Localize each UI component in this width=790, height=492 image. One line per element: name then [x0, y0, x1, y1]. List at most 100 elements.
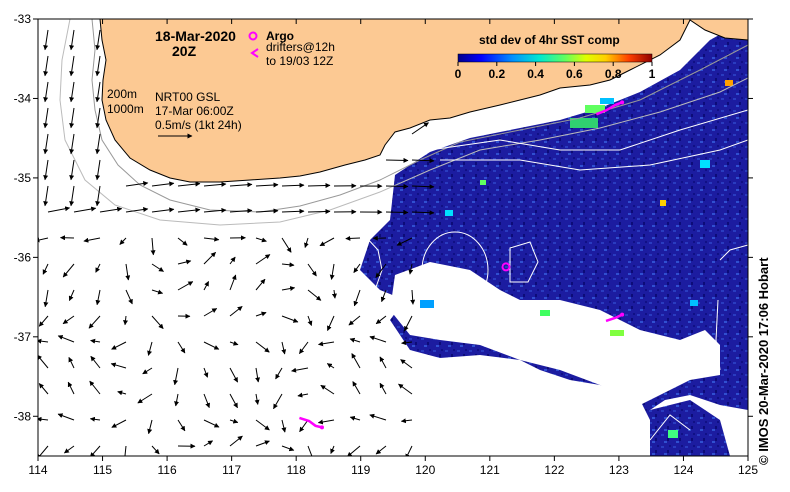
- current-vector: [298, 341, 309, 355]
- current-vector: [255, 440, 270, 447]
- current-vector: [69, 29, 75, 51]
- current-vector: [151, 181, 175, 187]
- current-vector: [346, 445, 361, 456]
- current-vector: [255, 182, 279, 188]
- current-vector: [95, 55, 101, 77]
- current-vector: [177, 237, 188, 246]
- current-vector: [95, 81, 101, 103]
- current-vector: [331, 289, 337, 299]
- current-vector: [57, 335, 75, 343]
- current-vector: [68, 289, 75, 302]
- current-vector: [42, 263, 49, 275]
- current-vector: [380, 289, 387, 303]
- current-vector: [281, 341, 287, 355]
- current-vector: [67, 381, 75, 395]
- current-vector: [38, 315, 49, 327]
- current-vector: [318, 341, 335, 347]
- current-vector: [400, 359, 413, 369]
- current-vector: [43, 55, 49, 77]
- latitude-axis: -33 -34 -35 -36 -37 -38: [14, 12, 753, 423]
- current-vector: [255, 254, 271, 265]
- ssh-contours: [364, 109, 748, 441]
- credit-text: © IMOS 20-Mar-2020 17:06 Hobart: [756, 257, 771, 465]
- current-vector: [369, 335, 387, 343]
- current-vector: [297, 392, 309, 398]
- drifter-tracks: [299, 100, 625, 430]
- current-vector: [369, 413, 387, 421]
- colorbar-tick-label: 0.8: [605, 67, 622, 81]
- current-vector: [99, 206, 123, 213]
- current-vector: [411, 122, 429, 135]
- lon-tick-label: 116: [158, 463, 177, 477]
- current-vector: [405, 445, 413, 456]
- current-vector: [125, 289, 133, 305]
- current-vector: [95, 263, 101, 273]
- current-vector: [142, 367, 153, 375]
- current-vector: [351, 353, 361, 369]
- current-vector: [229, 274, 237, 291]
- current-vector: [38, 338, 49, 344]
- current-vector: [203, 367, 209, 378]
- current-vector: [110, 362, 127, 369]
- current-vector: [349, 337, 361, 343]
- current-vector: [69, 81, 75, 103]
- current-vector: [83, 237, 101, 243]
- current-vector: [229, 182, 253, 188]
- current-vector: [151, 263, 164, 272]
- current-vector: [385, 157, 409, 163]
- drifter-position: [620, 100, 625, 105]
- lon-tick-label: 120: [415, 463, 435, 477]
- current-vector: [398, 383, 413, 395]
- current-vector: [255, 311, 267, 317]
- current-vector: [375, 445, 387, 455]
- colorbar: [457, 53, 653, 63]
- current-vector: [43, 133, 49, 155]
- colorbar-tick-label: 1: [649, 67, 656, 81]
- drifter-position: [620, 312, 625, 317]
- current-vector: [38, 416, 49, 422]
- current-vector: [203, 281, 210, 291]
- current-vector: [375, 315, 387, 325]
- current-vector: [174, 393, 180, 407]
- product-time-label: 17-Mar 06:00Z: [155, 104, 234, 118]
- current-vector: [229, 367, 239, 383]
- current-vector: [203, 393, 210, 409]
- current-vector: [327, 315, 335, 331]
- current-vector: [352, 381, 361, 395]
- current-vector: [408, 263, 414, 275]
- current-vector: [43, 107, 49, 129]
- contour-200m-label: 200m: [107, 87, 137, 101]
- argo-legend-label: Argo: [266, 29, 294, 43]
- current-vector: [281, 208, 305, 214]
- current-vector: [401, 340, 413, 346]
- current-vector: [348, 315, 361, 326]
- current-vector: [95, 289, 101, 306]
- current-vector: [307, 445, 313, 456]
- current-vector: [43, 81, 49, 103]
- current-vector: [69, 133, 75, 155]
- current-vector: [177, 341, 186, 354]
- current-vector: [69, 159, 75, 181]
- current-vector: [203, 207, 227, 213]
- drifter-track: [299, 416, 323, 429]
- drifters-legend-label-1: drifters@12h: [266, 40, 335, 54]
- current-vector: [229, 435, 243, 447]
- current-vector: [255, 341, 270, 353]
- current-vector: [117, 390, 127, 396]
- current-vector: [90, 355, 101, 369]
- lon-tick-label: 121: [480, 463, 500, 477]
- current-vector: [385, 183, 409, 189]
- current-vector: [38, 354, 49, 369]
- current-vector: [379, 356, 387, 369]
- argo-legend-icon: [248, 31, 258, 41]
- current-vector: [151, 445, 160, 455]
- current-vector: [137, 393, 153, 404]
- current-vector: [63, 445, 75, 454]
- current-vector: [89, 445, 101, 456]
- current-vector: [151, 315, 164, 329]
- current-vector: [291, 367, 309, 373]
- current-vector: [403, 315, 413, 332]
- current-vector: [43, 185, 49, 207]
- current-vector: [123, 315, 128, 326]
